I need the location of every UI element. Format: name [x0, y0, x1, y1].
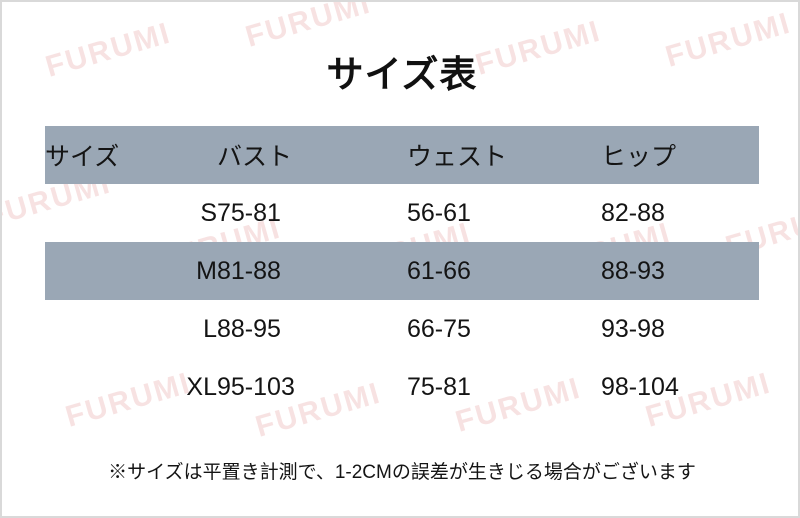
cell-bust: 81-88	[217, 242, 407, 300]
column-header-waist: ウェスト	[407, 126, 601, 184]
cell-size: M	[45, 242, 217, 300]
cell-bust: 95-103	[217, 372, 295, 401]
column-header-hip: ヒップ	[601, 126, 759, 184]
column-header-bust: バスト	[217, 126, 407, 184]
cell-size: S	[200, 198, 217, 227]
column-header-size: サイズ	[45, 126, 217, 184]
table-body: S 75-81 56-61 82-88 M 81-88 61-66 88-93 …	[45, 184, 759, 416]
table-header: サイズ バスト ウェスト ヒップ	[45, 126, 759, 184]
table-row: XL 95-103 75-81 98-104	[45, 358, 759, 416]
table-row: L 88-95 66-75 93-98	[45, 300, 759, 358]
cell-size: XL	[186, 372, 217, 401]
cell-hip: 93-98	[601, 314, 665, 343]
cell-waist: 66-75	[407, 314, 471, 343]
cell-hip: 98-104	[601, 372, 679, 401]
cell-hip: 88-93	[601, 242, 759, 300]
size-table: サイズ バスト ウェスト ヒップ S 75-81 56-61 82-88 M 8…	[45, 126, 759, 416]
table-row: S 75-81 56-61 82-88	[45, 184, 759, 242]
cell-size: L	[203, 314, 217, 343]
measurement-note: ※サイズは平置き計測で、1-2CMの誤差が生きじる場合がございます	[108, 462, 696, 483]
table-header-row: サイズ バスト ウェスト ヒップ	[45, 126, 759, 184]
cell-bust: 88-95	[217, 314, 281, 343]
cell-bust: 75-81	[217, 198, 281, 227]
cell-waist: 56-61	[407, 198, 471, 227]
cell-waist: 75-81	[407, 372, 471, 401]
table-row: M 81-88 61-66 88-93	[45, 242, 759, 300]
cell-waist: 61-66	[407, 242, 601, 300]
cell-hip: 82-88	[601, 198, 665, 227]
page-title: サイズ表	[326, 54, 478, 95]
